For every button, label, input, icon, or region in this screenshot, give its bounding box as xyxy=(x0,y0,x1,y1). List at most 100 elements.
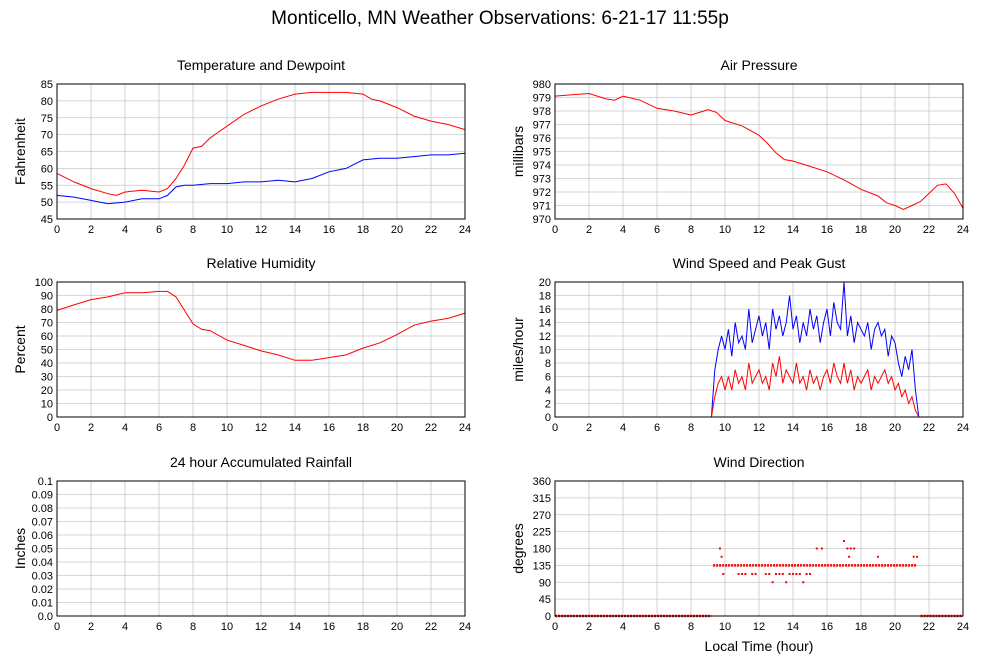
x-tick-label: 16 xyxy=(821,621,833,633)
direction-point-20 xyxy=(805,573,808,575)
x-tick-label: 16 xyxy=(323,422,335,434)
chart-title: Wind Speed and Peak Gust xyxy=(673,255,846,271)
y-axis-label: Inches xyxy=(12,528,28,569)
y-tick-label: 65 xyxy=(41,147,53,159)
direction-point-24 xyxy=(843,540,845,542)
x-tick-label: 24 xyxy=(957,422,969,434)
series-line-1 xyxy=(56,152,466,205)
x-tick-label: 0 xyxy=(552,621,558,633)
y-tick-label: 315 xyxy=(533,493,551,505)
y-tick-label: 14 xyxy=(539,318,551,330)
x-tick-label: 4 xyxy=(122,621,128,633)
x-tick-label: 24 xyxy=(957,621,969,633)
y-axis-label: millibars xyxy=(510,126,526,177)
x-tick-label: 2 xyxy=(586,224,592,236)
y-tick-label: 70 xyxy=(41,318,53,330)
x-tick-label: 20 xyxy=(391,621,403,633)
series-line-1 xyxy=(555,356,963,418)
y-tick-label: 90 xyxy=(41,291,53,303)
x-tick-label: 14 xyxy=(289,621,301,633)
x-tick-label: 22 xyxy=(923,422,935,434)
x-tick-label: 20 xyxy=(889,224,901,236)
direction-point-0 xyxy=(718,547,721,550)
page-title: Monticello, MN Weather Observations: 6-2… xyxy=(271,8,729,29)
y-tick-label: 20 xyxy=(539,277,551,289)
y-tick-label: 0.01 xyxy=(32,598,53,610)
x-tick-label: 2 xyxy=(88,422,94,434)
y-tick-label: 100 xyxy=(35,277,53,289)
y-tick-label: 90 xyxy=(539,577,551,589)
y-tick-label: 60 xyxy=(41,163,53,175)
y-tick-label: 180 xyxy=(533,544,551,556)
y-tick-label: 8 xyxy=(545,358,551,370)
x-tick-label: 16 xyxy=(323,224,335,236)
x-tick-label: 10 xyxy=(221,224,233,236)
direction-point-13 xyxy=(781,573,784,575)
y-tick-label: 135 xyxy=(533,560,551,572)
y-tick-label: 0.03 xyxy=(32,571,53,583)
x-tick-label: 8 xyxy=(688,621,694,633)
x-axis-label: Local Time (hour) xyxy=(705,638,814,654)
y-tick-label: 55 xyxy=(41,180,53,192)
x-tick-label: 6 xyxy=(156,224,162,236)
x-tick-label: 2 xyxy=(586,422,592,434)
chart-title: Wind Direction xyxy=(713,454,804,470)
x-tick-label: 20 xyxy=(889,621,901,633)
x-tick-label: 8 xyxy=(190,224,196,236)
x-tick-label: 4 xyxy=(122,422,128,434)
direction-point-29 xyxy=(877,555,879,558)
direction-point-5 xyxy=(744,573,747,575)
x-tick-label: 22 xyxy=(425,224,437,236)
y-tick-label: 972 xyxy=(533,187,551,199)
x-tick-label: 10 xyxy=(719,422,731,434)
y-tick-label: 45 xyxy=(41,214,53,226)
y-tick-label: 978 xyxy=(533,106,551,118)
x-tick-label: 22 xyxy=(425,621,437,633)
direction-point-7 xyxy=(754,573,757,575)
direction-point-30 xyxy=(912,555,915,558)
y-tick-label: 270 xyxy=(533,510,551,522)
x-tick-label: 20 xyxy=(391,224,403,236)
y-tick-label: 975 xyxy=(533,147,551,159)
chart-relative-humidity: 0 2 4 6 8 10 12 14 16 18 20 22 240102030405060708090… xyxy=(12,255,471,434)
y-tick-label: 0.07 xyxy=(32,517,53,529)
y-tick-label: 4 xyxy=(545,385,551,397)
y-tick-label: 0.09 xyxy=(32,490,53,502)
y-tick-label: 979 xyxy=(533,93,551,105)
y-tick-label: 50 xyxy=(41,345,53,357)
y-axis-label: degrees xyxy=(510,523,526,574)
x-tick-label: 12 xyxy=(753,422,765,434)
x-tick-label: 24 xyxy=(957,224,969,236)
y-tick-label: 50 xyxy=(41,197,53,209)
x-tick-label: 16 xyxy=(323,621,335,633)
y-tick-label: 971 xyxy=(533,201,551,213)
x-tick-label: 22 xyxy=(923,621,935,633)
x-tick-label: 16 xyxy=(821,224,833,236)
x-tick-label: 6 xyxy=(654,224,660,236)
direction-point-9 xyxy=(768,573,771,575)
y-tick-label: 0.05 xyxy=(32,544,53,556)
direction-point-3 xyxy=(737,573,740,575)
y-tick-label: 360 xyxy=(533,476,551,488)
x-tick-label: 2 xyxy=(586,621,592,633)
x-tick-label: 24 xyxy=(459,224,471,236)
x-tick-label: 20 xyxy=(391,422,403,434)
x-tick-label: 0 xyxy=(54,422,60,434)
plot-frame xyxy=(56,83,466,220)
y-tick-label: 6 xyxy=(545,372,551,384)
y-tick-label: 2 xyxy=(545,399,551,411)
y-tick-label: 980 xyxy=(533,79,551,91)
x-tick-label: 18 xyxy=(855,621,867,633)
plot-frame xyxy=(56,281,466,418)
x-tick-label: 10 xyxy=(221,422,233,434)
x-tick-label: 24 xyxy=(459,422,471,434)
y-axis-label: Fahrenheit xyxy=(12,118,28,185)
y-tick-label: 85 xyxy=(41,79,53,91)
x-tick-label: 2 xyxy=(88,621,94,633)
x-tick-label: 18 xyxy=(855,224,867,236)
x-tick-label: 12 xyxy=(753,224,765,236)
y-tick-label: 75 xyxy=(41,113,53,125)
plot-frame xyxy=(56,480,466,617)
y-tick-label: 20 xyxy=(41,385,53,397)
y-tick-label: 973 xyxy=(533,174,551,186)
